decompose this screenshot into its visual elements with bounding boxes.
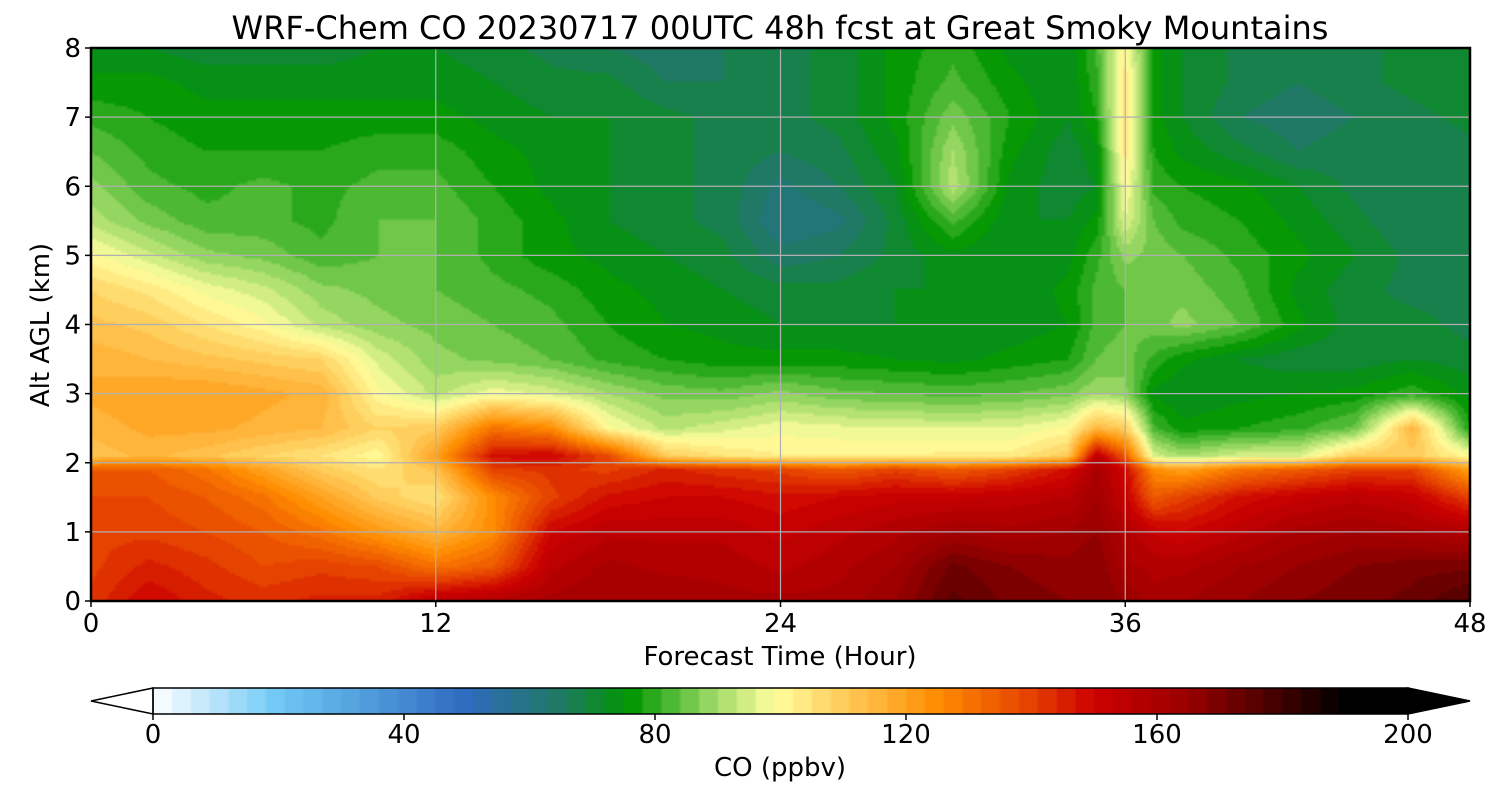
x-tick-label: 24 (764, 609, 797, 639)
y-tick-label: 8 (64, 34, 81, 64)
y-tick-label: 0 (64, 587, 81, 617)
colorbar-gradient (153, 688, 1408, 714)
colorbar-tick-label: 200 (1383, 720, 1433, 750)
chart-title: WRF-Chem CO 20230717 00UTC 48h fcst at G… (232, 9, 1329, 47)
colorbar-label: CO (ppbv) (714, 753, 846, 783)
y-tick-label: 2 (64, 449, 81, 479)
y-tick-label: 1 (64, 518, 81, 548)
y-tick-label: 3 (64, 380, 81, 410)
grid-lines (91, 48, 1470, 601)
colorbar: 0 40 80 120 160 200 CO (ppbv) (90, 687, 1471, 783)
x-axis-label: Forecast Time (Hour) (643, 642, 916, 672)
colorbar-frame (152, 687, 1409, 715)
colorbar-tick-label: 160 (1132, 720, 1182, 750)
colorbar-max-extension (1407, 687, 1471, 715)
plot-area (89, 46, 1472, 603)
colorbar-tick-label: 80 (638, 720, 671, 750)
x-axis-ticks: 0 12 24 36 48 (83, 601, 1487, 639)
x-tick-label: 36 (1109, 609, 1142, 639)
x-tick-label: 48 (1453, 609, 1486, 639)
colorbar-tick-label: 0 (145, 720, 162, 750)
y-axis-label: Alt AGL (km) (26, 243, 56, 407)
y-tick-label: 4 (64, 311, 81, 341)
colorbar-min-extension (90, 687, 154, 715)
y-tick-label: 6 (64, 172, 81, 202)
x-tick-label: 0 (83, 609, 100, 639)
y-axis-ticks: 0 1 2 3 4 5 6 7 8 (64, 34, 91, 617)
y-tick-label: 5 (64, 241, 81, 271)
colorbar-ticks: 0 40 80 120 160 200 (145, 714, 1433, 750)
x-tick-label: 12 (419, 609, 452, 639)
colorbar-tick-label: 40 (387, 720, 420, 750)
colorbar-tick-label: 120 (881, 720, 931, 750)
y-tick-label: 7 (64, 103, 81, 133)
